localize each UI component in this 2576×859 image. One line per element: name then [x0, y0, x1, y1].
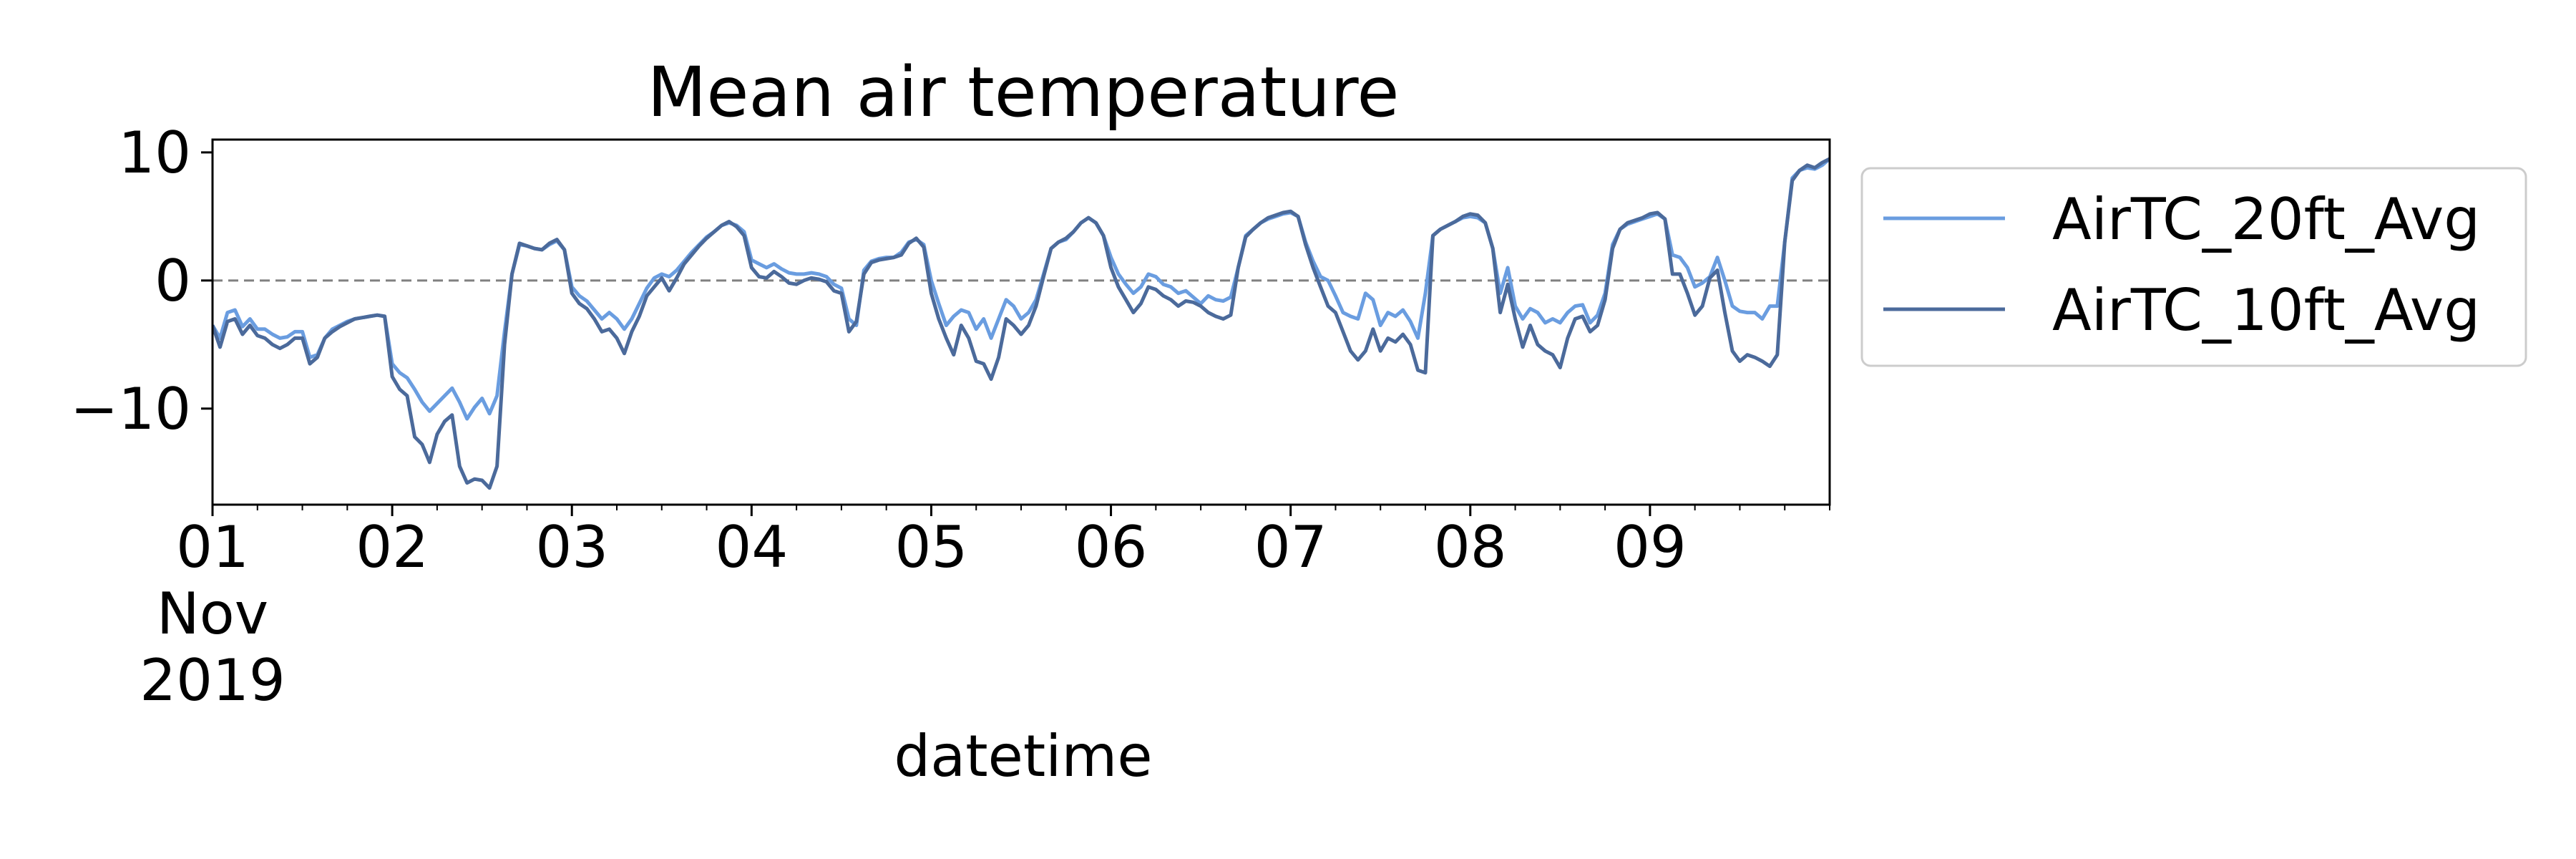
x-tick-label: 03 [535, 514, 608, 581]
legend: AirTC_20ft_Avg AirTC_10ft_Avg [1860, 167, 2527, 367]
x-tick-label: 09 [1614, 514, 1687, 581]
x-tick-label: 01 [176, 514, 249, 581]
x-tick-label: 02 [356, 514, 429, 581]
series-line-airtc-10ft-avg [213, 157, 1830, 490]
x-tick-label: 06 [1075, 514, 1148, 581]
x-tick-label: 04 [715, 514, 788, 581]
series-line-airtc-20ft-avg [213, 157, 1830, 421]
legend-label-airtc-10ft: AirTC_10ft_Avg [2052, 277, 2480, 344]
legend-frame [1860, 167, 2527, 367]
y-axis: 10 0 −10 [70, 120, 213, 442]
x-tick-label: 05 [895, 514, 968, 581]
x-tick-label: Nov [157, 581, 268, 647]
y-tick-label: 0 [155, 248, 191, 314]
x-tick-label: 08 [1434, 514, 1507, 581]
y-tick-label: 10 [118, 120, 191, 186]
x-axis-label: datetime [894, 723, 1152, 790]
x-tick-label: 2019 [140, 647, 286, 714]
legend-label-airtc-20ft: AirTC_20ft_Avg [2052, 186, 2480, 253]
x-tick-label: 07 [1254, 514, 1327, 581]
chart-title: Mean air temperature [648, 52, 1400, 132]
plot-area [211, 138, 1831, 506]
y-tick-label: −10 [70, 376, 191, 442]
